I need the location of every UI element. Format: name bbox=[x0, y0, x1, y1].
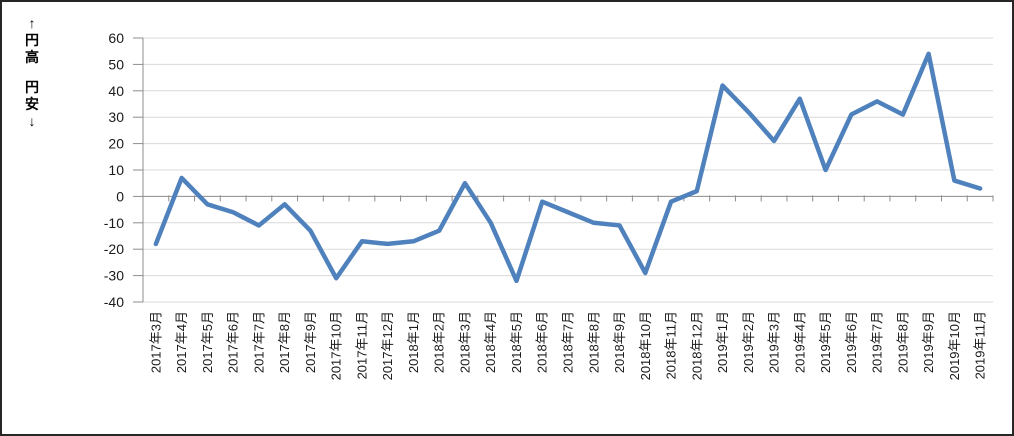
x-tick-label: 2017年11月 bbox=[354, 311, 369, 379]
x-tick-label: 2017年12月 bbox=[380, 311, 395, 380]
x-tick-label: 2017年7月 bbox=[251, 311, 266, 373]
x-tick-label: 2017年5月 bbox=[200, 311, 215, 373]
x-tick-label: 2017年4月 bbox=[174, 311, 189, 373]
y-tick-label: 30 bbox=[108, 109, 124, 125]
x-tick-label: 2019年6月 bbox=[844, 311, 859, 373]
x-tick-label: 2017年6月 bbox=[226, 311, 241, 373]
y-tick-label: -40 bbox=[104, 294, 124, 310]
y-tick-label: -30 bbox=[104, 268, 124, 284]
y-axis-title-text: 円 安 ↓ bbox=[25, 79, 39, 129]
x-tick-label: 2019年11月 bbox=[973, 311, 988, 379]
y-tick-label: 40 bbox=[108, 83, 124, 99]
y-tick-label: -10 bbox=[104, 215, 124, 231]
x-tick-label: 2017年8月 bbox=[277, 311, 292, 373]
x-tick-label: 2017年9月 bbox=[303, 311, 318, 373]
x-tick-label: 2019年2月 bbox=[741, 311, 756, 373]
x-tick-label: 2018年4月 bbox=[483, 311, 498, 373]
x-tick-label: 2018年2月 bbox=[432, 311, 447, 373]
x-tick-label: 2019年10月 bbox=[947, 311, 962, 380]
x-tick-label: 2018年11月 bbox=[664, 311, 679, 379]
x-tick-label: 2017年10月 bbox=[329, 311, 344, 380]
x-tick-label: 2019年7月 bbox=[870, 311, 885, 373]
x-tick-label: 2018年5月 bbox=[509, 311, 524, 373]
x-tick-label: 2018年9月 bbox=[612, 311, 627, 373]
x-tick-label: 2018年12月 bbox=[689, 311, 704, 380]
x-tick-label: 2019年1月 bbox=[715, 311, 730, 373]
y-tick-label: 10 bbox=[108, 162, 124, 178]
y-tick-label: 60 bbox=[108, 30, 124, 46]
y-tick-label: -20 bbox=[104, 241, 124, 257]
y-tick-label: 20 bbox=[108, 136, 124, 152]
x-tick-label: 2018年3月 bbox=[457, 311, 472, 373]
data-series-line[interactable] bbox=[153, 51, 983, 284]
x-tick-label: 2018年1月 bbox=[406, 311, 421, 373]
y-tick-label: 50 bbox=[108, 56, 124, 72]
x-tick-label: 2019年8月 bbox=[895, 311, 910, 373]
x-tick-label: 2019年4月 bbox=[792, 311, 807, 373]
y-axis-title-text: ↑ 円 高 bbox=[25, 15, 39, 65]
x-tick-label: 2019年9月 bbox=[921, 311, 936, 373]
x-tick-label: 2018年7月 bbox=[561, 311, 576, 373]
y-tick-label: 0 bbox=[116, 188, 124, 204]
x-tick-label: 2019年5月 bbox=[818, 311, 833, 373]
y-axis-title: ↑ 円 高円 安 ↓ bbox=[21, 15, 43, 130]
x-tick-label: 2018年6月 bbox=[535, 311, 550, 373]
x-tick-label: 2018年8月 bbox=[586, 311, 601, 373]
x-tick-label: 2019年3月 bbox=[767, 311, 782, 373]
x-tick-label: 2017年3月 bbox=[148, 311, 163, 373]
x-tick-label: 2018年10月 bbox=[638, 311, 653, 380]
